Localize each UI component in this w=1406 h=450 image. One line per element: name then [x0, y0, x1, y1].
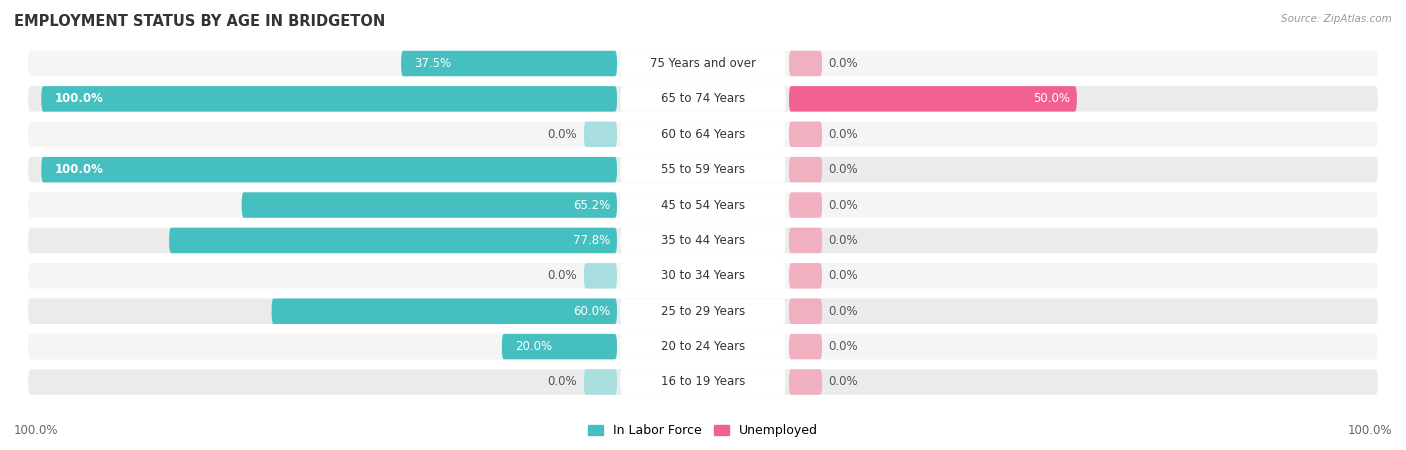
Text: 30 to 34 Years: 30 to 34 Years: [661, 270, 745, 282]
FancyBboxPatch shape: [583, 263, 617, 288]
FancyBboxPatch shape: [28, 51, 1378, 76]
Text: 60.0%: 60.0%: [574, 305, 610, 318]
FancyBboxPatch shape: [620, 228, 786, 253]
FancyBboxPatch shape: [28, 369, 1378, 395]
FancyBboxPatch shape: [789, 298, 823, 324]
Text: 35 to 44 Years: 35 to 44 Years: [661, 234, 745, 247]
Text: 0.0%: 0.0%: [828, 305, 858, 318]
FancyBboxPatch shape: [789, 228, 823, 253]
Text: 0.0%: 0.0%: [828, 198, 858, 211]
FancyBboxPatch shape: [789, 122, 823, 147]
Text: 77.8%: 77.8%: [574, 234, 610, 247]
FancyBboxPatch shape: [620, 263, 786, 288]
FancyBboxPatch shape: [169, 228, 617, 253]
FancyBboxPatch shape: [242, 192, 617, 218]
FancyBboxPatch shape: [28, 228, 1378, 253]
Text: 50.0%: 50.0%: [1033, 92, 1070, 105]
FancyBboxPatch shape: [620, 86, 786, 112]
FancyBboxPatch shape: [401, 51, 617, 76]
FancyBboxPatch shape: [789, 369, 823, 395]
FancyBboxPatch shape: [620, 334, 786, 360]
Text: 20.0%: 20.0%: [515, 340, 553, 353]
Text: Source: ZipAtlas.com: Source: ZipAtlas.com: [1281, 14, 1392, 23]
Text: 0.0%: 0.0%: [548, 128, 578, 141]
FancyBboxPatch shape: [789, 51, 823, 76]
FancyBboxPatch shape: [583, 369, 617, 395]
FancyBboxPatch shape: [789, 263, 823, 288]
Text: 0.0%: 0.0%: [548, 270, 578, 282]
Text: EMPLOYMENT STATUS BY AGE IN BRIDGETON: EMPLOYMENT STATUS BY AGE IN BRIDGETON: [14, 14, 385, 28]
Text: 0.0%: 0.0%: [828, 270, 858, 282]
Text: 65.2%: 65.2%: [574, 198, 610, 211]
FancyBboxPatch shape: [28, 298, 1378, 324]
Text: 100.0%: 100.0%: [55, 163, 104, 176]
Text: 0.0%: 0.0%: [828, 128, 858, 141]
Text: 37.5%: 37.5%: [415, 57, 451, 70]
Text: 60 to 64 Years: 60 to 64 Years: [661, 128, 745, 141]
Text: 45 to 54 Years: 45 to 54 Years: [661, 198, 745, 211]
Text: 0.0%: 0.0%: [828, 375, 858, 388]
Legend: In Labor Force, Unemployed: In Labor Force, Unemployed: [583, 419, 823, 442]
FancyBboxPatch shape: [789, 192, 823, 218]
Text: 100.0%: 100.0%: [1347, 423, 1392, 436]
Text: 0.0%: 0.0%: [548, 375, 578, 388]
Text: 65 to 74 Years: 65 to 74 Years: [661, 92, 745, 105]
FancyBboxPatch shape: [28, 157, 1378, 182]
FancyBboxPatch shape: [502, 334, 617, 360]
Text: 0.0%: 0.0%: [828, 57, 858, 70]
Text: 16 to 19 Years: 16 to 19 Years: [661, 375, 745, 388]
FancyBboxPatch shape: [789, 157, 823, 182]
FancyBboxPatch shape: [41, 86, 617, 112]
FancyBboxPatch shape: [620, 298, 786, 324]
Text: 25 to 29 Years: 25 to 29 Years: [661, 305, 745, 318]
FancyBboxPatch shape: [620, 122, 786, 147]
FancyBboxPatch shape: [620, 157, 786, 182]
FancyBboxPatch shape: [28, 334, 1378, 360]
FancyBboxPatch shape: [271, 298, 617, 324]
Text: 0.0%: 0.0%: [828, 340, 858, 353]
FancyBboxPatch shape: [620, 192, 786, 218]
FancyBboxPatch shape: [789, 86, 1077, 112]
Text: 0.0%: 0.0%: [828, 163, 858, 176]
FancyBboxPatch shape: [41, 157, 617, 182]
FancyBboxPatch shape: [28, 263, 1378, 288]
Text: 100.0%: 100.0%: [14, 423, 59, 436]
FancyBboxPatch shape: [620, 51, 786, 76]
Text: 100.0%: 100.0%: [55, 92, 104, 105]
FancyBboxPatch shape: [583, 122, 617, 147]
FancyBboxPatch shape: [620, 369, 786, 395]
FancyBboxPatch shape: [28, 86, 1378, 112]
Text: 0.0%: 0.0%: [828, 234, 858, 247]
Text: 20 to 24 Years: 20 to 24 Years: [661, 340, 745, 353]
Text: 55 to 59 Years: 55 to 59 Years: [661, 163, 745, 176]
FancyBboxPatch shape: [28, 122, 1378, 147]
FancyBboxPatch shape: [789, 334, 823, 360]
FancyBboxPatch shape: [28, 192, 1378, 218]
Text: 75 Years and over: 75 Years and over: [650, 57, 756, 70]
